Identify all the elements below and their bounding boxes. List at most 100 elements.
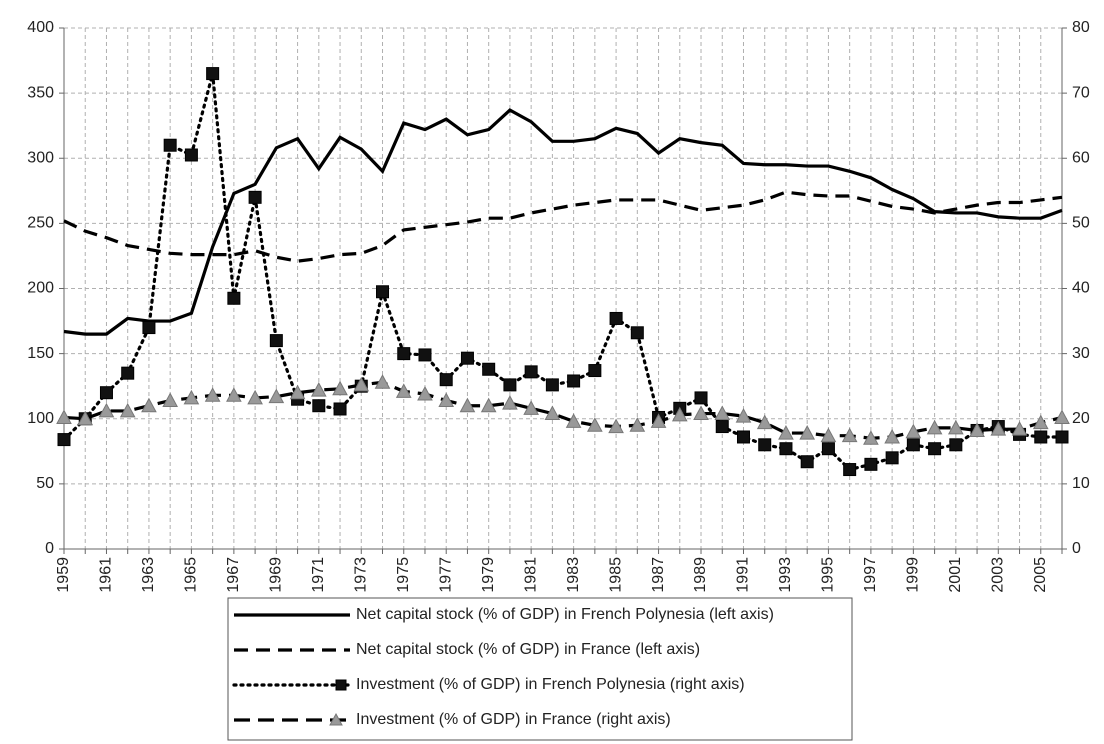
data-marker [226, 387, 242, 402]
data-marker [947, 419, 964, 435]
data-marker [1032, 414, 1049, 430]
x-tick-label: 1965 [183, 557, 200, 593]
y-tick-label: 250 [27, 215, 54, 232]
x-tick-label: 1983 [565, 557, 582, 593]
y-tick-label: 200 [27, 280, 54, 297]
x-tick-label: 1999 [905, 557, 922, 593]
data-marker [565, 413, 582, 428]
data-marker [715, 420, 729, 434]
y2-tick-label: 10 [1072, 475, 1090, 492]
data-marker [821, 442, 835, 456]
series-line [62, 73, 1064, 472]
y2-tick-label: 70 [1072, 84, 1090, 101]
data-marker [417, 385, 433, 401]
data-marker [142, 321, 156, 335]
x-tick-label: 2005 [1032, 557, 1049, 593]
data-marker [629, 417, 646, 432]
data-marker [545, 378, 559, 392]
data-marker [312, 399, 326, 413]
data-marker [567, 374, 581, 388]
x-tick-label: 1971 [310, 557, 327, 593]
data-marker [820, 427, 837, 443]
data-marker [1034, 430, 1048, 444]
data-marker [480, 397, 497, 413]
data-marker [503, 378, 517, 392]
x-tick-label: 1993 [777, 557, 794, 593]
x-tick-label: 1979 [480, 557, 497, 593]
data-marker [650, 413, 667, 428]
data-marker [1011, 421, 1028, 436]
x-tick-label: 1997 [862, 557, 879, 593]
data-marker [204, 387, 221, 402]
data-marker [841, 427, 858, 443]
data-marker [56, 409, 72, 424]
data-marker [990, 421, 1007, 436]
legend-label: Investment (% of GDP) in France (right a… [356, 711, 671, 728]
data-marker [376, 285, 390, 299]
data-marker [778, 425, 794, 440]
data-marker [184, 148, 198, 162]
data-marker [460, 351, 474, 365]
x-tick-label: 1989 [692, 557, 709, 593]
data-marker [206, 67, 220, 81]
y2-tick-label: 20 [1072, 410, 1090, 427]
data-marker [694, 391, 708, 405]
x-tick-label: 1973 [352, 557, 369, 593]
x-tick-label: 1985 [607, 557, 624, 593]
legend-label: Investment (% of GDP) in French Polynesi… [356, 676, 745, 693]
data-marker [482, 362, 496, 376]
data-marker [162, 392, 179, 408]
y2-tick-label: 60 [1072, 149, 1090, 166]
data-marker [588, 364, 602, 378]
data-marker [587, 417, 603, 432]
x-tick-label: 1959 [55, 557, 72, 593]
data-marker [502, 395, 518, 410]
x-tick-label: 1981 [522, 557, 539, 593]
data-marker [969, 422, 985, 437]
data-marker [99, 386, 113, 400]
x-tick-label: 1961 [98, 557, 115, 593]
y-tick-label: 150 [27, 345, 54, 362]
legend-label: Net capital stock (% of GDP) in French P… [356, 606, 774, 623]
y-tick-label: 300 [27, 149, 54, 166]
data-marker [1054, 409, 1070, 424]
legend-marker [329, 712, 343, 726]
data-marker [121, 366, 135, 380]
data-marker [395, 383, 412, 398]
data-marker [885, 451, 899, 465]
data-marker [163, 138, 177, 152]
data-marker [926, 419, 943, 435]
data-marker [609, 311, 623, 325]
x-tick-label: 1995 [820, 557, 837, 593]
data-marker [119, 402, 136, 418]
data-marker [397, 347, 411, 361]
legend-box [227, 597, 853, 741]
data-marker [141, 397, 157, 413]
y2-tick-label: 80 [1072, 19, 1090, 36]
data-marker [905, 423, 922, 439]
series-line [63, 108, 1063, 336]
x-tick-label: 1977 [437, 557, 454, 593]
data-marker [248, 190, 262, 204]
data-marker [736, 430, 750, 444]
data-marker [630, 326, 644, 340]
data-marker [714, 405, 731, 421]
data-marker [439, 373, 453, 387]
data-marker [374, 374, 391, 389]
data-marker [57, 433, 71, 447]
x-tick-label: 1969 [268, 557, 285, 593]
x-tick-label: 1991 [735, 557, 752, 593]
y2-tick-label: 40 [1072, 280, 1090, 297]
y-tick-label: 400 [27, 19, 54, 36]
data-marker [438, 392, 455, 408]
data-marker [289, 384, 306, 400]
data-marker [524, 365, 538, 379]
x-tick-label: 1967 [225, 557, 242, 593]
data-marker [418, 348, 432, 362]
data-marker [183, 389, 200, 405]
data-marker [268, 388, 285, 404]
data-marker [843, 463, 857, 477]
data-marker [269, 334, 283, 348]
data-marker [800, 455, 814, 469]
